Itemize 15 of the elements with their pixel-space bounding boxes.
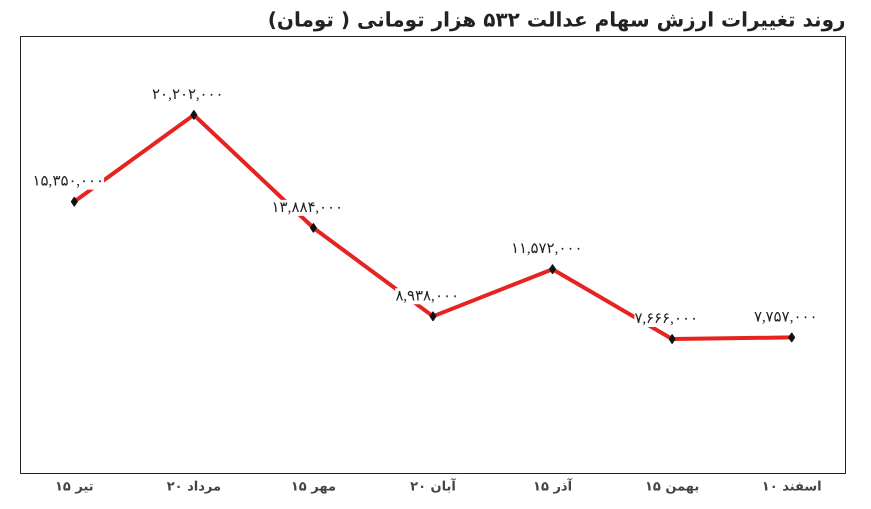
x-tick-label: ۲۰ آبان xyxy=(410,478,456,494)
data-label: ۷,۷۵۷,۰۰۰ xyxy=(754,309,818,326)
x-tick-label: ۱۵ آذر xyxy=(533,478,573,494)
data-label: ۱۳,۸۸۴,۰۰۰ xyxy=(272,200,344,216)
data-label: ۱۱,۵۷۲,۰۰۰ xyxy=(510,241,582,258)
x-tick-label: ۱۵ مهر xyxy=(290,480,336,494)
data-label: ۸,۹۳۸,۰۰۰ xyxy=(395,288,459,304)
x-tick-label: ۱۰ اسفند xyxy=(762,480,822,494)
x-tick-label: ۱۵ بهمن xyxy=(644,480,700,494)
chart-title: روند تغییرات ارزش سهام عدالت ۵۳۲ هزار تومانی ( تومان) xyxy=(268,8,846,32)
data-label: ۷,۶۶۶,۰۰۰ xyxy=(634,311,698,328)
data-label: ۱۵,۳۵۰,۰۰۰ xyxy=(32,174,104,190)
data-label: ۲۰,۲۰۲,۰۰۰ xyxy=(152,86,224,103)
x-tick-label: ۲۰ مرداد xyxy=(166,480,222,494)
x-tick-label: ۱۵ تیر xyxy=(54,480,94,494)
